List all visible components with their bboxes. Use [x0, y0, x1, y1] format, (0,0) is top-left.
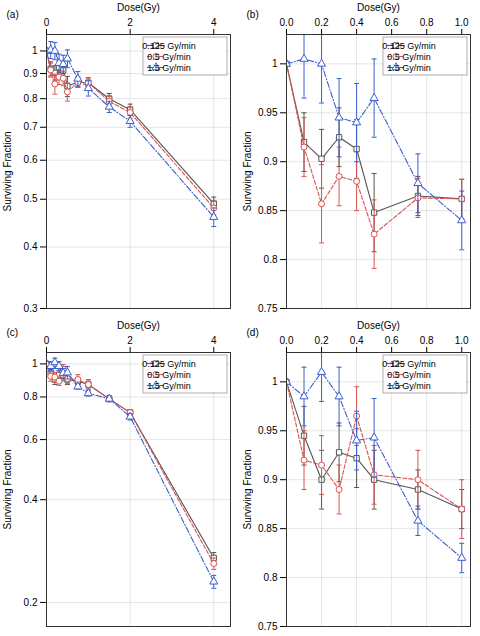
svg-text:0.125 Gy/min: 0.125 Gy/min — [142, 41, 196, 51]
svg-text:0.5 Gy/min: 0.5 Gy/min — [387, 52, 431, 62]
svg-text:0.95: 0.95 — [258, 425, 278, 436]
svg-text:Surviving Fraction: Surviving Fraction — [2, 131, 13, 211]
svg-text:1.5 Gy/min: 1.5 Gy/min — [387, 63, 431, 73]
svg-text:0.125 Gy/min: 0.125 Gy/min — [142, 359, 196, 369]
svg-text:4: 4 — [211, 335, 217, 346]
svg-text:Dose(Gy): Dose(Gy) — [357, 2, 400, 13]
svg-text:0.75: 0.75 — [258, 303, 278, 314]
svg-text:Surviving Fraction: Surviving Fraction — [242, 449, 253, 529]
svg-text:1.5 Gy/min: 1.5 Gy/min — [147, 63, 191, 73]
svg-text:(c): (c) — [7, 327, 19, 338]
svg-text:Surviving Fraction: Surviving Fraction — [2, 449, 13, 529]
svg-text:0.75: 0.75 — [258, 621, 278, 632]
svg-text:0.5 Gy/min: 0.5 Gy/min — [147, 370, 191, 380]
svg-text:0.8: 0.8 — [420, 335, 434, 346]
svg-text:1: 1 — [32, 358, 38, 369]
svg-text:0.4: 0.4 — [350, 17, 364, 28]
svg-text:1: 1 — [32, 45, 38, 56]
svg-text:0.7: 0.7 — [24, 121, 38, 132]
svg-text:0.125 Gy/min: 0.125 Gy/min — [382, 41, 436, 51]
svg-text:Dose(Gy): Dose(Gy) — [117, 320, 160, 331]
svg-text:0.4: 0.4 — [350, 335, 364, 346]
svg-text:0.5 Gy/min: 0.5 Gy/min — [147, 52, 191, 62]
svg-text:0: 0 — [44, 335, 50, 346]
svg-text:0.8: 0.8 — [264, 572, 278, 583]
svg-text:4: 4 — [211, 17, 217, 28]
svg-text:0.85: 0.85 — [258, 205, 278, 216]
svg-text:0.9: 0.9 — [264, 156, 278, 167]
svg-text:0.0: 0.0 — [280, 335, 294, 346]
svg-text:(b): (b) — [247, 9, 259, 20]
svg-text:0.3: 0.3 — [24, 303, 38, 314]
svg-text:0.85: 0.85 — [258, 523, 278, 534]
svg-text:1: 1 — [272, 58, 278, 69]
svg-text:1.0: 1.0 — [455, 17, 469, 28]
svg-text:0.0: 0.0 — [280, 17, 294, 28]
svg-text:Surviving Fraction: Surviving Fraction — [242, 131, 253, 211]
svg-text:0.5: 0.5 — [24, 193, 38, 204]
svg-text:0.9: 0.9 — [264, 474, 278, 485]
svg-text:1.0: 1.0 — [455, 335, 469, 346]
svg-text:0.2: 0.2 — [315, 335, 329, 346]
svg-text:0.8: 0.8 — [24, 391, 38, 402]
svg-text:0.125 Gy/min: 0.125 Gy/min — [382, 359, 436, 369]
svg-text:0.4: 0.4 — [24, 494, 38, 505]
svg-text:2: 2 — [127, 17, 133, 28]
svg-text:Dose(Gy): Dose(Gy) — [357, 320, 400, 331]
svg-text:0.8: 0.8 — [264, 254, 278, 265]
svg-text:0.6: 0.6 — [385, 17, 399, 28]
svg-text:1.5 Gy/min: 1.5 Gy/min — [387, 381, 431, 391]
svg-text:1.5 Gy/min: 1.5 Gy/min — [147, 381, 191, 391]
svg-text:0: 0 — [44, 17, 50, 28]
svg-text:0.2: 0.2 — [315, 17, 329, 28]
svg-text:Dose(Gy): Dose(Gy) — [117, 2, 160, 13]
svg-text:(a): (a) — [7, 9, 19, 20]
svg-text:0.4: 0.4 — [24, 241, 38, 252]
svg-text:0.95: 0.95 — [258, 107, 278, 118]
svg-text:0.8: 0.8 — [24, 93, 38, 104]
svg-text:0.6: 0.6 — [385, 335, 399, 346]
svg-text:(d): (d) — [247, 327, 259, 338]
svg-text:0.9: 0.9 — [24, 68, 38, 79]
svg-text:0.8: 0.8 — [420, 17, 434, 28]
svg-text:1: 1 — [272, 376, 278, 387]
svg-text:0.2: 0.2 — [24, 597, 38, 608]
svg-text:0.5 Gy/min: 0.5 Gy/min — [387, 370, 431, 380]
svg-text:2: 2 — [127, 335, 133, 346]
svg-text:0.6: 0.6 — [24, 434, 38, 445]
svg-text:0.6: 0.6 — [24, 154, 38, 165]
